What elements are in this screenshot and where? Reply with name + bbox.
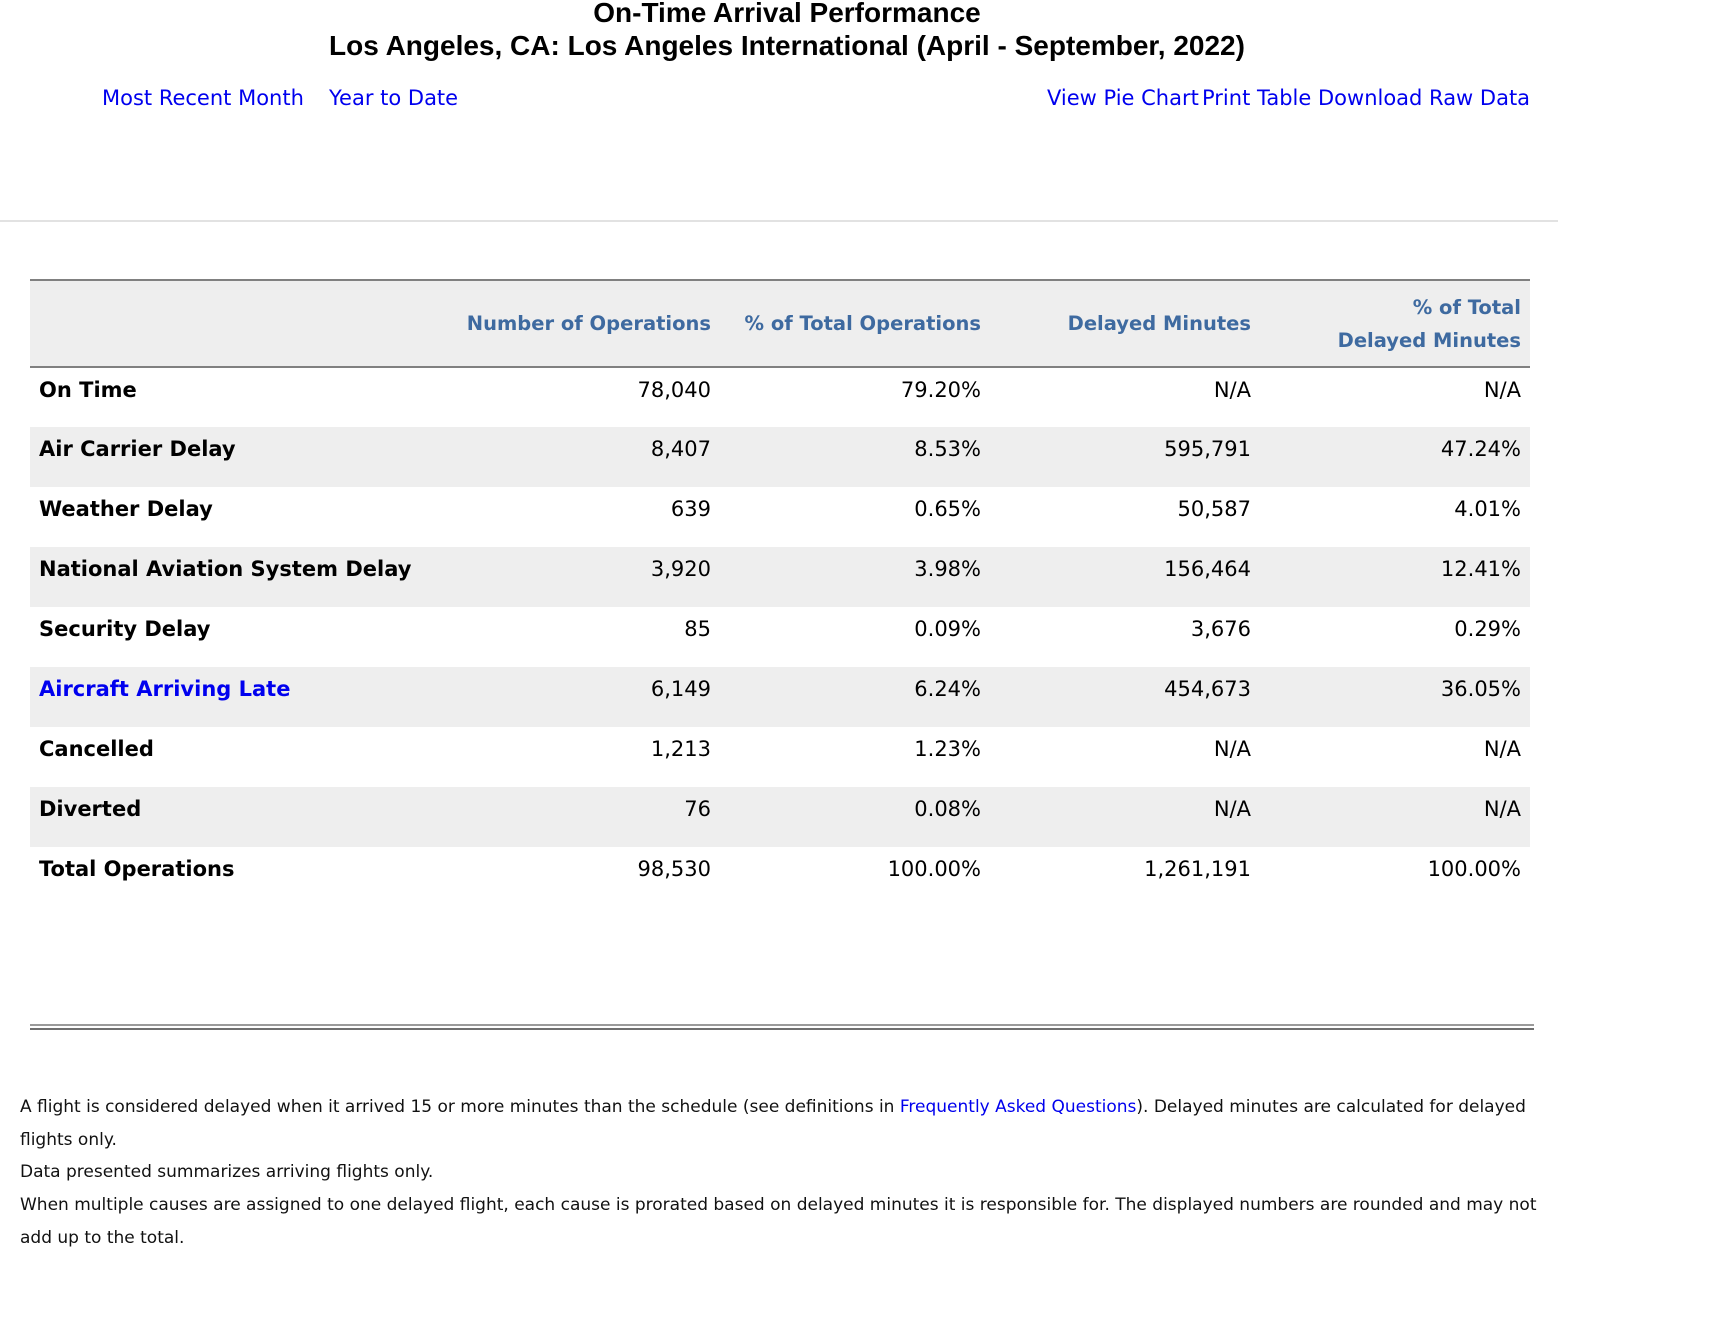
table-row: Weather Delay 639 0.65% 50,587 4.01% <box>30 487 1530 547</box>
header-pct-total-delayed-minutes-line2: Delayed Minutes <box>1337 328 1521 352</box>
cell-pct-delayed-minutes: 47.24% <box>1440 437 1521 461</box>
cell-pct-operations: 6.24% <box>914 677 981 701</box>
cell-delayed-minutes: 1,261,191 <box>1144 857 1251 881</box>
cell-operations: 1,213 <box>650 737 711 761</box>
cell-pct-operations: 1.23% <box>914 737 981 761</box>
year-to-date-link[interactable]: Year to Date <box>329 86 459 110</box>
cell-delayed-minutes: 156,464 <box>1164 557 1251 581</box>
table-row: Security Delay 85 0.09% 3,676 0.29% <box>30 607 1530 667</box>
note-text: ). Delayed minutes are calculated for de… <box>20 1097 1526 1150</box>
cell-pct-delayed-minutes: 4.01% <box>1454 497 1521 521</box>
table-bottom-rule <box>30 1024 1534 1030</box>
row-label: Weather Delay <box>39 497 213 521</box>
header-pct-total-operations: % of Total Operations <box>720 279 990 368</box>
aircraft-arriving-late-link[interactable]: Aircraft Arriving Late <box>39 677 291 701</box>
cell-pct-operations: 100.00% <box>887 857 981 881</box>
cell-delayed-minutes: 50,587 <box>1177 497 1251 521</box>
cell-pct-operations: 0.65% <box>914 497 981 521</box>
table-row: Diverted 76 0.08% N/A N/A <box>30 787 1530 847</box>
cell-operations: 85 <box>684 617 711 641</box>
table-row: On Time 78,040 79.20% N/A N/A <box>30 367 1530 427</box>
cell-delayed-minutes: 595,791 <box>1164 437 1251 461</box>
cell-pct-delayed-minutes: 12.41% <box>1440 557 1521 581</box>
row-label: Security Delay <box>39 617 211 641</box>
row-label: On Time <box>39 378 137 402</box>
faq-link[interactable]: Frequently Asked Questions <box>899 1097 1137 1117</box>
header-pct-total-delayed-minutes: % of Total Delayed Minutes <box>1260 279 1530 368</box>
row-label: Air Carrier Delay <box>39 437 236 461</box>
cell-delayed-minutes: N/A <box>1213 737 1251 761</box>
divider <box>0 220 1558 222</box>
page-title: On-Time Arrival Performance <box>593 0 981 28</box>
header-blank <box>30 279 450 368</box>
header-number-of-operations: Number of Operations <box>450 279 720 368</box>
cell-operations: 98,530 <box>637 857 711 881</box>
performance-table: Number of Operations % of Total Operatio… <box>30 279 1530 907</box>
download-raw-data-link[interactable]: Download Raw Data <box>1318 86 1531 110</box>
row-label: Diverted <box>39 797 142 821</box>
table-row: Cancelled 1,213 1.23% N/A N/A <box>30 727 1530 787</box>
page-subtitle: Los Angeles, CA: Los Angeles Internation… <box>329 30 1245 61</box>
cell-pct-delayed-minutes: 0.29% <box>1454 617 1521 641</box>
cell-pct-delayed-minutes: 36.05% <box>1440 677 1521 701</box>
cell-pct-delayed-minutes: N/A <box>1483 797 1521 821</box>
note-arriving-flights: Data presented summarizes arriving fligh… <box>20 1162 434 1183</box>
footnotes: A flight is considered delayed when it a… <box>20 1091 1540 1255</box>
cell-delayed-minutes: 3,676 <box>1190 617 1251 641</box>
print-table-link[interactable]: Print Table <box>1202 86 1312 110</box>
note-text: A flight is considered delayed when it a… <box>20 1097 900 1117</box>
table-row: Air Carrier Delay 8,407 8.53% 595,791 47… <box>30 427 1530 487</box>
cell-pct-operations: 79.20% <box>900 378 981 402</box>
cell-pct-operations: 0.09% <box>914 617 981 641</box>
table-row: National Aviation System Delay 3,920 3.9… <box>30 547 1530 607</box>
cell-pct-operations: 0.08% <box>914 797 981 821</box>
header-pct-total-delayed-minutes-line1: % of Total <box>1412 295 1521 319</box>
table-row: Aircraft Arriving Late 6,149 6.24% 454,6… <box>30 667 1530 727</box>
table-header-row: Number of Operations % of Total Operatio… <box>30 279 1530 368</box>
cell-delayed-minutes: N/A <box>1213 797 1251 821</box>
row-label: Cancelled <box>39 737 154 761</box>
table-row-total: Total Operations 98,530 100.00% 1,261,19… <box>30 847 1530 907</box>
cell-pct-delayed-minutes: N/A <box>1483 737 1521 761</box>
cell-operations: 8,407 <box>650 437 711 461</box>
header-delayed-minutes: Delayed Minutes <box>990 279 1260 368</box>
row-label: Total Operations <box>39 857 235 881</box>
cell-operations: 78,040 <box>637 378 711 402</box>
cell-delayed-minutes: 454,673 <box>1164 677 1251 701</box>
row-label-cell: Aircraft Arriving Late <box>30 667 450 727</box>
cell-pct-delayed-minutes: N/A <box>1483 378 1521 402</box>
row-label: National Aviation System Delay <box>39 557 412 581</box>
cell-pct-delayed-minutes: 100.00% <box>1427 857 1521 881</box>
cell-operations: 6,149 <box>650 677 711 701</box>
cell-operations: 3,920 <box>650 557 711 581</box>
note-delay-definition: A flight is considered delayed when it a… <box>20 1091 1540 1156</box>
most-recent-month-link[interactable]: Most Recent Month <box>102 86 304 110</box>
cell-pct-operations: 8.53% <box>914 437 981 461</box>
cell-pct-operations: 3.98% <box>914 557 981 581</box>
cell-operations: 639 <box>670 497 711 521</box>
note-prorated-causes: When multiple causes are assigned to one… <box>20 1195 1537 1248</box>
view-pie-chart-link[interactable]: View Pie Chart <box>1047 86 1199 110</box>
cell-delayed-minutes: N/A <box>1213 378 1251 402</box>
cell-operations: 76 <box>684 797 711 821</box>
